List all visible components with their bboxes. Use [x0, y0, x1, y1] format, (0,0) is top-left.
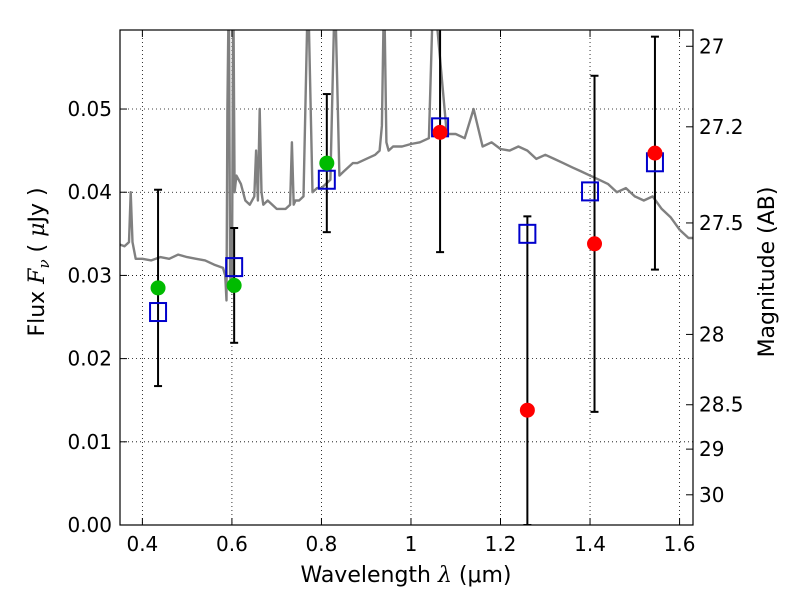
points-layer — [149, 117, 664, 418]
y2-tick-label: 28 — [699, 322, 724, 346]
model-photometry-square — [317, 169, 336, 190]
y-tick-label: 0.05 — [67, 97, 112, 121]
x-tick-label: 1.2 — [485, 532, 517, 556]
y2-tick-label: 27.5 — [699, 211, 744, 235]
x-tick-label: 0.6 — [216, 532, 248, 556]
model-photometry-square — [225, 257, 244, 278]
plot-background — [120, 30, 693, 525]
ticks-layer: 0.4 0.6 0.8 1 1.2 1.4 1.6 0.00 0.01 0.02 0.03 0.04 0… — [67, 30, 744, 556]
green-photometry-point — [226, 277, 242, 293]
y-axis-label: Flux Fν ( μJy ) — [25, 187, 53, 336]
x-axis-label: Wavelength λ (μm) — [300, 563, 511, 588]
green-photometry-point — [319, 155, 335, 171]
red-photometry-point — [432, 124, 448, 140]
y2-tick-label: 29 — [699, 437, 724, 461]
red-photometry-point — [647, 145, 663, 161]
x-tick-label: 1 — [405, 532, 418, 556]
x-tick-label: 0.8 — [306, 532, 338, 556]
y-tick-label: 0.03 — [67, 263, 112, 287]
plot-area — [120, 30, 693, 525]
y2-axis-label: Magnitude (AB) — [755, 187, 780, 358]
plot-frame — [119, 29, 694, 526]
y2-tick-label: 28.5 — [699, 393, 744, 417]
red-photometry-point — [587, 236, 603, 252]
model-photometry-square — [518, 223, 537, 244]
x-tick-label: 1.6 — [664, 532, 696, 556]
y-tick-label: 0.00 — [67, 513, 112, 537]
y-tick-label: 0.02 — [67, 347, 112, 371]
x-tick-label: 0.4 — [126, 532, 158, 556]
y2-tick-label: 30 — [699, 483, 724, 507]
x-tick-label: 1.4 — [574, 532, 606, 556]
model-photometry-square — [149, 302, 168, 323]
model-photometry-square — [581, 181, 600, 202]
y-tick-label: 0.04 — [67, 180, 112, 204]
y2-tick-label: 27.2 — [699, 115, 744, 139]
green-photometry-point — [150, 280, 166, 296]
grid — [120, 30, 693, 525]
y-tick-label: 0.01 — [67, 430, 112, 454]
red-photometry-point — [519, 402, 535, 418]
y2-tick-label: 27 — [699, 34, 724, 58]
